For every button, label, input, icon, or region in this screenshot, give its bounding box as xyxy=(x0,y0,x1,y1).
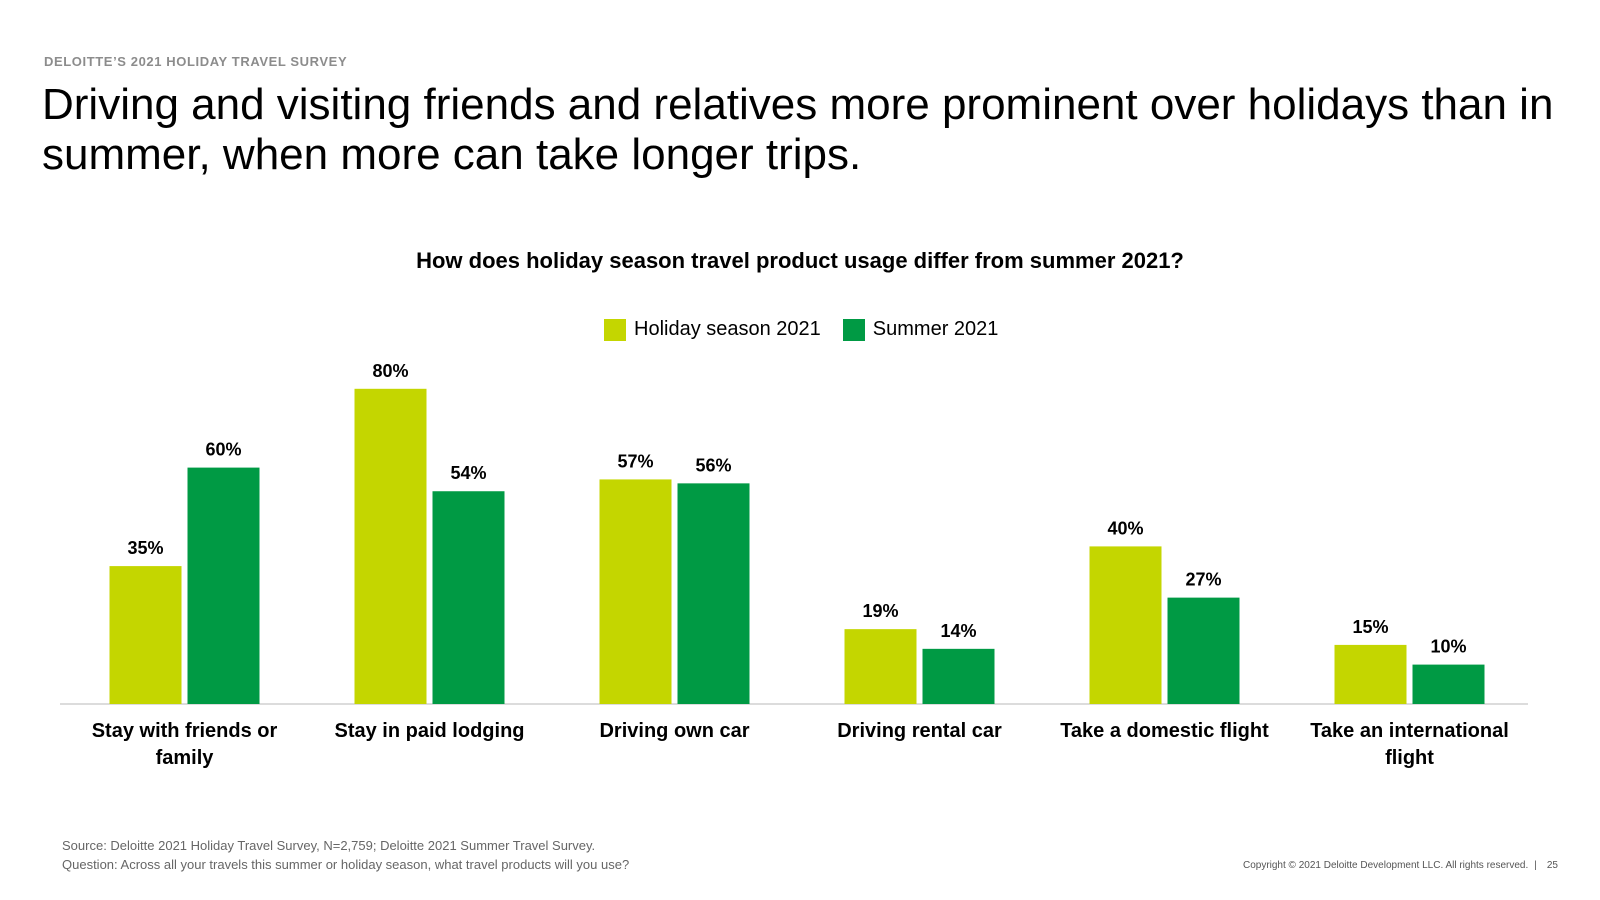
data-label-holiday-3: 19% xyxy=(862,601,898,621)
category-label-5-line-0: Take an international xyxy=(1310,720,1509,742)
data-label-holiday-1: 80% xyxy=(372,361,408,381)
bar-summer-4 xyxy=(1167,597,1240,704)
category-label-2-line-0: Driving own car xyxy=(599,720,749,742)
data-label-summer-3: 14% xyxy=(940,621,976,641)
footer-source: Source: Deloitte 2021 Holiday Travel Sur… xyxy=(62,836,629,874)
question-note: Question: Across all your travels this s… xyxy=(62,857,630,872)
footer-copyright: Copyright © 2021 Deloitte Development LL… xyxy=(1243,860,1558,871)
category-label-1-line-0: Stay in paid lodging xyxy=(335,720,525,742)
data-label-holiday-5: 15% xyxy=(1352,617,1388,637)
survey-kicker: DELOITTE’S 2021 HOLIDAY TRAVEL SURVEY xyxy=(44,54,348,69)
footer-separator: | xyxy=(1534,860,1537,871)
bar-holiday-4 xyxy=(1089,546,1162,704)
bar-holiday-2 xyxy=(599,479,672,704)
bar-summer-0 xyxy=(187,467,260,704)
bar-summer-3 xyxy=(922,648,995,704)
data-label-summer-0: 60% xyxy=(205,440,241,460)
bar-holiday-1 xyxy=(354,388,427,704)
source-note: Source: Deloitte 2021 Holiday Travel Sur… xyxy=(62,838,596,853)
bar-holiday-3 xyxy=(844,629,917,704)
copyright-text: Copyright © 2021 Deloitte Development LL… xyxy=(1242,860,1529,871)
category-label-3-line-0: Driving rental car xyxy=(837,720,1002,742)
data-label-holiday-4: 40% xyxy=(1107,518,1143,538)
legend-item-summer: Summer 2021 xyxy=(842,318,999,341)
page-number: 25 xyxy=(1546,860,1558,871)
data-label-holiday-2: 57% xyxy=(617,451,653,471)
category-label-0-line-0: Stay with friends or xyxy=(92,720,278,742)
bar-holiday-0 xyxy=(109,566,182,704)
chart-legend: Holiday season 2021 Summer 2021 xyxy=(604,318,998,341)
legend-label-summer: Summer 2021 xyxy=(872,318,999,340)
data-label-holiday-0: 35% xyxy=(127,538,163,558)
category-label-0-line-1: family xyxy=(156,747,215,769)
page-title: Driving and visiting friends and relativ… xyxy=(42,80,1554,179)
data-label-summer-2: 56% xyxy=(695,455,731,475)
bar-summer-2 xyxy=(677,483,750,704)
category-label-4-line-0: Take a domestic flight xyxy=(1060,720,1269,742)
data-label-summer-4: 27% xyxy=(1185,570,1221,590)
data-label-summer-5: 10% xyxy=(1430,637,1466,657)
chart-title: How does holiday season travel product u… xyxy=(416,248,1184,273)
bar-summer-1 xyxy=(432,491,505,704)
legend-label-holiday: Holiday season 2021 xyxy=(634,318,821,340)
legend-item-holiday: Holiday season 2021 xyxy=(604,318,821,341)
category-label-5-line-1: flight xyxy=(1385,747,1434,769)
bar-summer-5 xyxy=(1412,664,1485,704)
data-label-summer-1: 54% xyxy=(450,463,486,483)
bar-holiday-5 xyxy=(1334,644,1407,704)
legend-swatch-summer xyxy=(842,318,865,341)
legend-swatch-holiday xyxy=(604,318,626,341)
